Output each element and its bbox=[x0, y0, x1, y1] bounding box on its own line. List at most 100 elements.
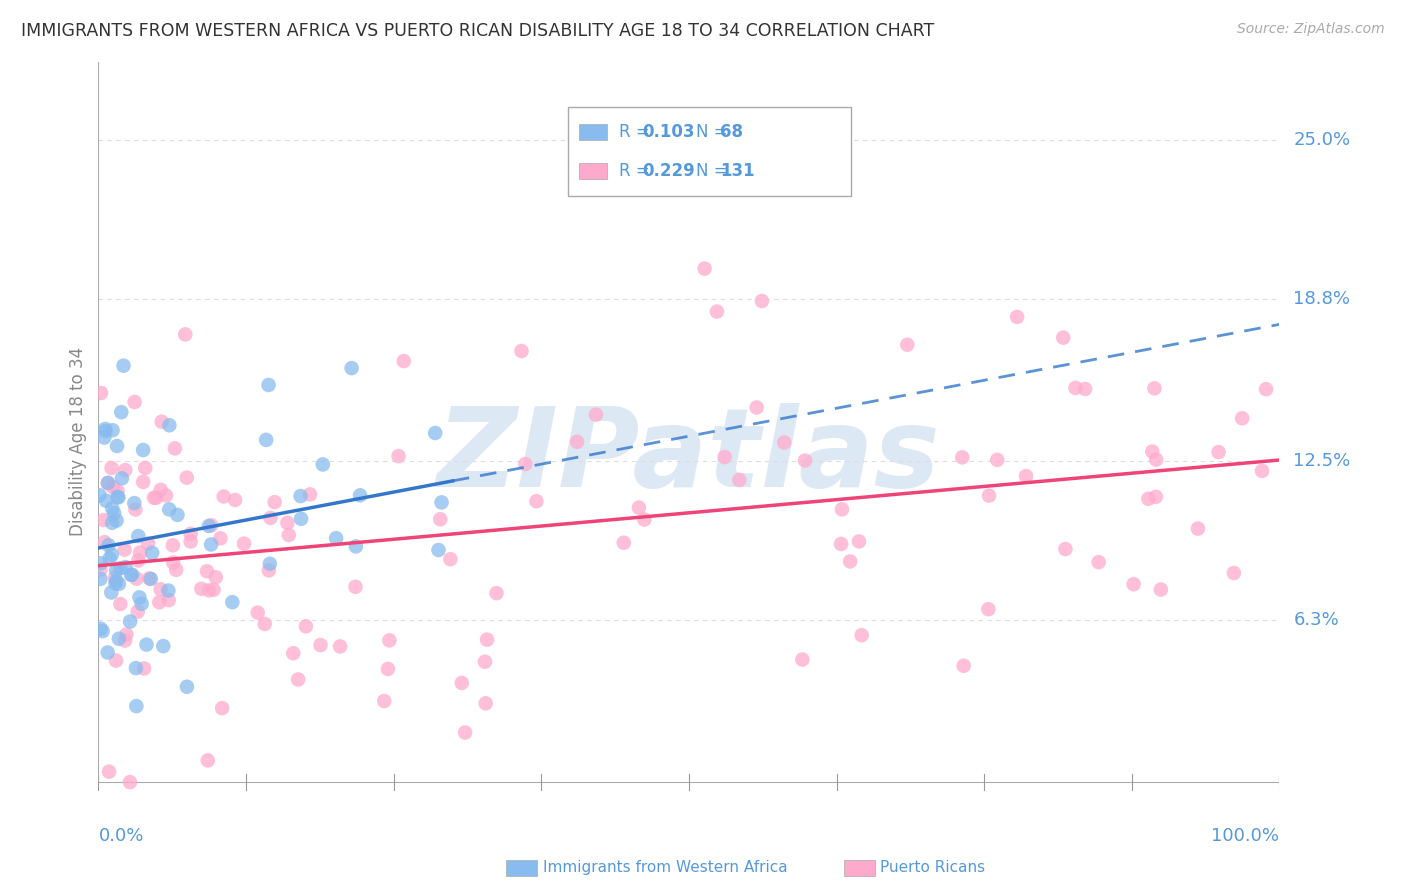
Point bbox=[200, 537, 222, 551]
Point bbox=[136, 536, 159, 550]
Point bbox=[89, 488, 111, 502]
Point bbox=[1074, 382, 1097, 396]
Point bbox=[1052, 331, 1074, 345]
Point bbox=[728, 473, 751, 487]
Point bbox=[131, 597, 153, 611]
Point bbox=[135, 638, 157, 652]
Point bbox=[142, 491, 165, 505]
Point bbox=[429, 512, 451, 526]
Point bbox=[101, 501, 124, 516]
Point bbox=[114, 560, 136, 574]
Point bbox=[112, 359, 135, 373]
Point bbox=[212, 490, 235, 504]
Point bbox=[1144, 452, 1167, 467]
Point bbox=[198, 583, 221, 598]
Point bbox=[121, 567, 143, 582]
Point bbox=[157, 502, 180, 516]
Point bbox=[613, 535, 636, 549]
Text: 0.229: 0.229 bbox=[643, 162, 696, 180]
Point bbox=[111, 471, 134, 485]
Point bbox=[165, 563, 187, 577]
Point bbox=[98, 764, 121, 779]
Point bbox=[107, 483, 129, 498]
Point bbox=[257, 378, 280, 392]
Point bbox=[751, 293, 773, 308]
Point bbox=[1251, 464, 1274, 478]
Point bbox=[105, 563, 128, 577]
Text: 0.0%: 0.0% bbox=[98, 827, 143, 845]
Text: 0.103: 0.103 bbox=[643, 123, 695, 141]
Point bbox=[114, 542, 136, 557]
Point bbox=[312, 458, 335, 472]
Point bbox=[387, 449, 409, 463]
Text: 25.0%: 25.0% bbox=[1294, 130, 1351, 149]
Point bbox=[103, 506, 125, 520]
Point bbox=[831, 502, 853, 516]
Point bbox=[1005, 310, 1028, 324]
Point bbox=[1054, 541, 1077, 556]
Point bbox=[1144, 490, 1167, 504]
Point bbox=[287, 673, 309, 687]
Point bbox=[1087, 555, 1109, 569]
Point bbox=[155, 488, 177, 502]
Point bbox=[132, 442, 155, 457]
Point bbox=[1187, 522, 1209, 536]
Point bbox=[325, 531, 347, 545]
Point bbox=[145, 491, 167, 505]
Text: Source: ZipAtlas.com: Source: ZipAtlas.com bbox=[1237, 22, 1385, 37]
Point bbox=[792, 652, 814, 666]
Point bbox=[851, 628, 873, 642]
Point bbox=[180, 526, 202, 541]
Point bbox=[100, 461, 122, 475]
Point bbox=[190, 582, 212, 596]
Point bbox=[149, 483, 172, 497]
Point bbox=[138, 571, 160, 585]
Point bbox=[627, 500, 650, 515]
Point bbox=[166, 508, 188, 522]
Point bbox=[298, 487, 321, 501]
Point bbox=[259, 557, 281, 571]
Point bbox=[127, 553, 149, 567]
Text: 131: 131 bbox=[720, 162, 755, 180]
Point bbox=[152, 639, 174, 653]
Point bbox=[197, 753, 219, 767]
Point bbox=[485, 586, 508, 600]
Point bbox=[713, 450, 735, 464]
Point bbox=[257, 564, 280, 578]
Point bbox=[233, 536, 256, 550]
Point bbox=[108, 577, 131, 591]
Point bbox=[94, 422, 117, 436]
Point bbox=[204, 570, 226, 584]
Point bbox=[1143, 381, 1166, 395]
Point bbox=[150, 415, 173, 429]
Point bbox=[344, 580, 367, 594]
Point bbox=[254, 433, 277, 447]
Point bbox=[290, 489, 312, 503]
Point bbox=[1122, 577, 1144, 591]
Point bbox=[1150, 582, 1173, 597]
Point bbox=[127, 605, 149, 619]
Text: Immigrants from Western Africa: Immigrants from Western Africa bbox=[543, 860, 787, 874]
Point bbox=[295, 619, 318, 633]
Point bbox=[794, 453, 817, 467]
Point bbox=[162, 538, 184, 552]
Point bbox=[1208, 445, 1230, 459]
Point bbox=[1137, 491, 1160, 506]
Point bbox=[309, 638, 332, 652]
Point bbox=[124, 395, 146, 409]
Point bbox=[162, 556, 184, 570]
Point bbox=[263, 495, 285, 509]
Point bbox=[125, 661, 148, 675]
Point bbox=[134, 461, 156, 475]
Point bbox=[124, 502, 146, 516]
Point bbox=[110, 405, 132, 419]
Point bbox=[139, 572, 162, 586]
Point bbox=[526, 494, 548, 508]
Point bbox=[180, 534, 202, 549]
Point bbox=[896, 337, 918, 351]
Point bbox=[93, 535, 115, 549]
Point bbox=[475, 632, 498, 647]
Text: 6.3%: 6.3% bbox=[1294, 611, 1339, 629]
Point bbox=[115, 627, 138, 641]
Point bbox=[110, 597, 132, 611]
